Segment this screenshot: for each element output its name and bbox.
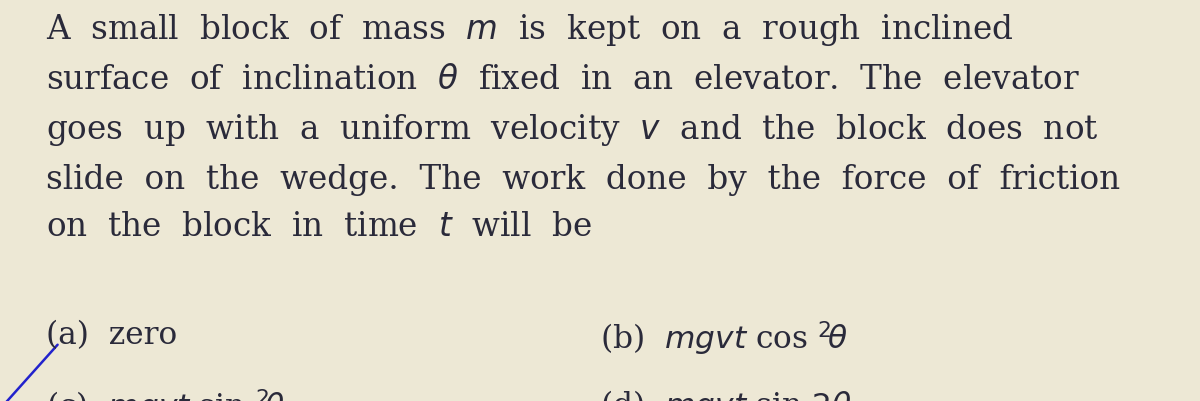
Text: A  small  block  of  mass  $m$  is  kept  on  a  rough  inclined
surface  of  in: A small block of mass $m$ is kept on a r… [46, 12, 1120, 243]
Text: (c)  $mgvt$ sin $^2\!\theta$: (c) $mgvt$ sin $^2\!\theta$ [46, 387, 284, 401]
Text: (d)  $mgvt$ sin $2\theta$.: (d) $mgvt$ sin $2\theta$. [600, 387, 859, 401]
Text: (a)  zero: (a) zero [46, 319, 176, 350]
Text: (b)  $mgvt$ cos $^2\!\theta$: (b) $mgvt$ cos $^2\!\theta$ [600, 319, 848, 357]
